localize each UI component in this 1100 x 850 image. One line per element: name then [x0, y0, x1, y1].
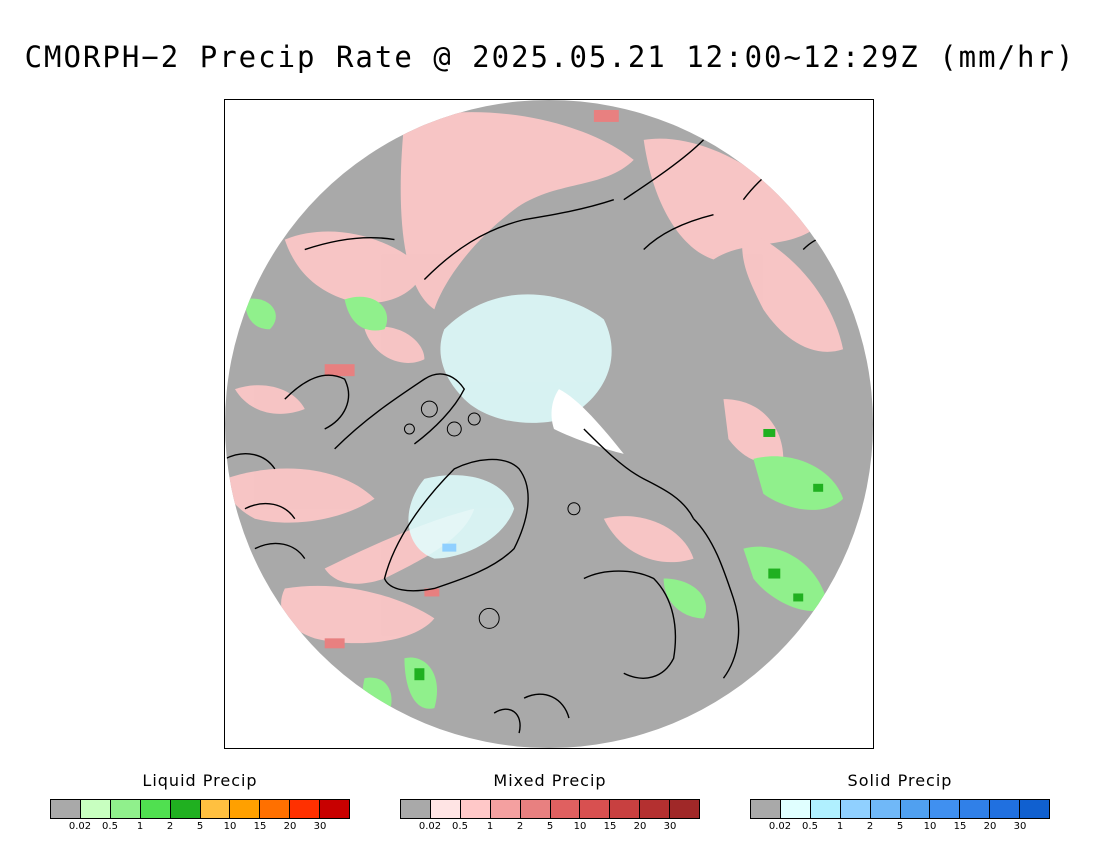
legend-tick-label: 30: [313, 821, 327, 832]
legend-tick-label: 0.02: [418, 821, 442, 832]
legend-swatch: [610, 800, 641, 818]
legend-tick-label: 5: [896, 821, 904, 832]
legend-tick-label: 1: [836, 821, 844, 832]
legend-swatch: [780, 800, 811, 818]
polar-precip-map: [224, 99, 874, 749]
legend-title: Liquid Precip: [142, 771, 258, 790]
tick-labels: 0.02 0.5 1 2 5 10 15 20 30: [50, 821, 350, 837]
mixed-precip-areas: [225, 112, 844, 644]
legend-tick-label: 10: [923, 821, 937, 832]
legend-swatch: [401, 800, 431, 818]
legend-swatch: [870, 800, 901, 818]
legend-swatch: [140, 800, 171, 818]
legend-swatch: [230, 800, 261, 818]
legend-swatch: [80, 800, 111, 818]
legend-swatch: [430, 800, 461, 818]
legend-swatch: [1020, 800, 1050, 818]
legend-swatch: [640, 800, 671, 818]
legend-swatch: [110, 800, 141, 818]
legend-tick-label: 20: [283, 821, 297, 832]
legend-tick-label: 2: [166, 821, 174, 832]
legend-swatch: [51, 800, 81, 818]
legend-tick-label: 5: [546, 821, 554, 832]
legend-tick-label: 15: [603, 821, 617, 832]
legend-swatch: [520, 800, 551, 818]
legend-tick-label: 1: [486, 821, 494, 832]
pole-data-gap: [551, 389, 624, 454]
legend-tick-label: 0.02: [68, 821, 92, 832]
legend-swatch: [751, 800, 781, 818]
legend-tick-label: 1: [136, 821, 144, 832]
legend-tick-label: 30: [1013, 821, 1027, 832]
legend-tick-label: 0.5: [802, 821, 818, 832]
legend-swatch: [840, 800, 871, 818]
coastlines: [225, 139, 834, 734]
color-scale: [750, 799, 1050, 819]
legend-tick-label: 10: [223, 821, 237, 832]
color-scale: [50, 799, 350, 819]
solid-precip-moderate: [442, 543, 457, 552]
tick-labels: 0.02 0.5 1 2 5 10 15 20 30: [400, 821, 700, 837]
liquid-precip-heavy: [414, 428, 824, 681]
islands: [403, 400, 581, 629]
legend-swatch: [670, 800, 700, 818]
legend-tick-label: 2: [866, 821, 874, 832]
solid-precip-areas: [408, 294, 612, 559]
chart-title: CMORPH−2 Precip Rate @ 2025.05.21 12:00~…: [24, 40, 1076, 74]
legend-swatch: [960, 800, 991, 818]
legend-title: Mixed Precip: [493, 771, 607, 790]
legend-swatch: [260, 800, 291, 818]
legend-tick-label: 2: [516, 821, 524, 832]
legend-tick-label: 20: [633, 821, 647, 832]
legend-liquid: Liquid Precip 0.02 0.5 1 2 5 10 15 20 30: [50, 770, 350, 837]
color-scale: [400, 799, 700, 819]
legend-swatch: [990, 800, 1021, 818]
legend-swatch: [550, 800, 581, 818]
legend-swatch: [490, 800, 521, 818]
legend-swatch: [900, 800, 931, 818]
legend-tick-label: 15: [953, 821, 967, 832]
legend-swatch: [460, 800, 491, 818]
legend-tick-label: 5: [196, 821, 204, 832]
legend-tick-label: 20: [983, 821, 997, 832]
legend-swatch: [200, 800, 231, 818]
legend-swatch: [170, 800, 201, 818]
legend-tick-label: 30: [663, 821, 677, 832]
legend-solid: Solid Precip 0.02 0.5 1 2 5 10 15 20 30: [750, 770, 1050, 837]
precip-fields: [225, 109, 844, 734]
legend-swatch: [930, 800, 961, 818]
legend-title: Solid Precip: [847, 771, 953, 790]
tick-labels: 0.02 0.5 1 2 5 10 15 20 30: [750, 821, 1050, 837]
map-svg: [225, 100, 873, 748]
legend-tick-label: 0.5: [452, 821, 468, 832]
legend-tick-label: 0.02: [768, 821, 792, 832]
legend-tick-label: 15: [253, 821, 267, 832]
legend-tick-label: 0.5: [102, 821, 118, 832]
mixed-precip-heavy: [324, 109, 619, 649]
legend-swatch: [320, 800, 350, 818]
legend-swatch: [580, 800, 611, 818]
legend-swatch: [810, 800, 841, 818]
legend-tick-label: 10: [573, 821, 587, 832]
legend-swatch: [290, 800, 321, 818]
legend-mixed: Mixed Precip 0.02 0.5 1 2 5 10 15 20 30: [400, 770, 700, 837]
